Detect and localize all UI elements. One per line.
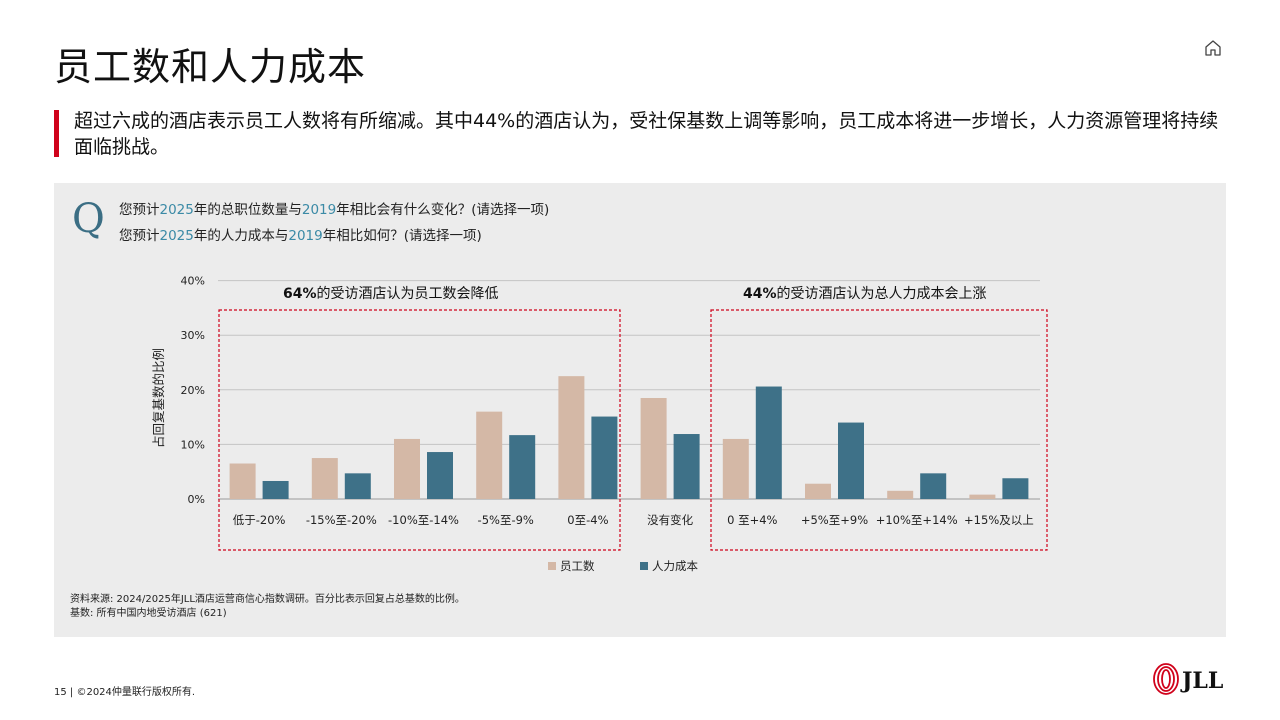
y-tick-label: 10% [181, 438, 205, 451]
bar-labor-cost [755, 386, 782, 499]
highlight-box-increase [710, 309, 1048, 551]
chart-panel [54, 183, 1226, 637]
annotation: 44%的受访酒店认为总人力成本会上涨 [743, 286, 987, 302]
bar-labor-cost [344, 473, 371, 499]
bar-headcount [805, 483, 831, 499]
x-tick-label: 0至-4% [567, 513, 608, 527]
source-note: 资料来源: 2024/2025年JLL酒店运营商信心指数调研。百分比表示回复占总… [70, 593, 465, 621]
question-year: 2019 [301, 202, 337, 218]
question-text: 您预计 [119, 228, 160, 244]
bar-headcount [558, 376, 585, 499]
legend-label: 员工数 [560, 559, 595, 573]
y-tick-label: 0% [188, 493, 205, 506]
bar-labor-cost [427, 452, 453, 499]
legend-swatch [640, 562, 648, 570]
question-text: 年的人力成本与 [193, 228, 289, 244]
question-text: 年相比如何？(请选择一项) [322, 228, 482, 244]
x-tick-label: -5%至-9% [478, 513, 534, 527]
callout-text: 超过六成的酒店表示员工人数将有所缩减。其中44%的酒店认为，受社保基数上调等影响… [74, 110, 1219, 158]
x-tick-label: 低于-20% [233, 513, 286, 527]
question-text: 年的总职位数量与 [193, 202, 302, 218]
question-year: 2025 [159, 202, 194, 218]
source-line: 资料来源: 2024/2025年JLL酒店运营商信心指数调研。百分比表示回复占总… [70, 594, 465, 605]
bar-headcount [722, 438, 749, 499]
y-tick-label: 40% [181, 275, 205, 288]
question-line-2: 您预计2025年的人力成本与2019年相比如何？(请选择一项) [119, 224, 482, 244]
bar-headcount [311, 458, 338, 499]
x-tick-label: +15%及以上 [964, 513, 1034, 527]
bar-labor-cost [673, 434, 700, 499]
bar-headcount [887, 490, 914, 499]
bar-headcount [394, 438, 420, 499]
home-icon[interactable] [1203, 38, 1223, 58]
annotation-text: 的受访酒店认为总人力成本会上涨 [777, 286, 987, 302]
svg-text:JLL: JLL [1180, 668, 1223, 694]
annotation-percent: 44% [743, 286, 777, 302]
question-text: 年相比会有什么变化？(请选择一项) [336, 202, 550, 218]
bar-labor-cost [262, 480, 289, 499]
question-line-1: 您预计2025年的总职位数量与2019年相比会有什么变化？(请选择一项) [119, 198, 549, 218]
question-year: 2025 [159, 228, 194, 244]
x-tick-label: 0 至+4% [727, 513, 777, 527]
bar-labor-cost [1002, 478, 1029, 499]
x-tick-label: -15%至-20% [306, 513, 377, 527]
y-tick-label: 30% [181, 329, 205, 342]
question-year: 2019 [288, 228, 323, 244]
x-tick-label: -10%至-14% [388, 513, 459, 527]
legend-label: 人力成本 [652, 559, 698, 573]
bar-labor-cost [838, 422, 864, 499]
bar-headcount [476, 411, 503, 499]
bar-labor-cost [509, 435, 536, 499]
bar-headcount [969, 494, 996, 499]
y-axis-label: 占回复基数的比例 [151, 348, 166, 448]
x-tick-label: +5%至+9% [801, 513, 868, 527]
x-tick-label: 没有变化 [647, 513, 693, 527]
bar-labor-cost [920, 473, 947, 499]
y-tick-label: 20% [181, 384, 205, 397]
footer-copyright: 15 | ©2024仲量联行版权所有. [54, 687, 196, 698]
x-tick-label: +10%至+14% [876, 513, 958, 527]
callout-accent-bar [54, 110, 59, 157]
bar-labor-cost [591, 416, 618, 499]
annotation: 64%的受访酒店认为员工数会降低 [283, 286, 499, 302]
base-line: 基数: 所有中国内地受访酒店 (621) [70, 608, 227, 619]
annotation-text: 的受访酒店认为员工数会降低 [317, 286, 499, 302]
bar-headcount [229, 463, 256, 499]
annotation-percent: 64% [283, 286, 317, 302]
jll-logo: JLL [1153, 663, 1223, 695]
highlight-box-decrease [218, 309, 621, 551]
question-mark-icon: Q [72, 196, 105, 242]
page-title: 员工数和人力成本 [54, 45, 367, 89]
question-text: 您预计 [119, 202, 160, 218]
bar-headcount [640, 397, 667, 499]
legend-swatch [548, 562, 556, 570]
